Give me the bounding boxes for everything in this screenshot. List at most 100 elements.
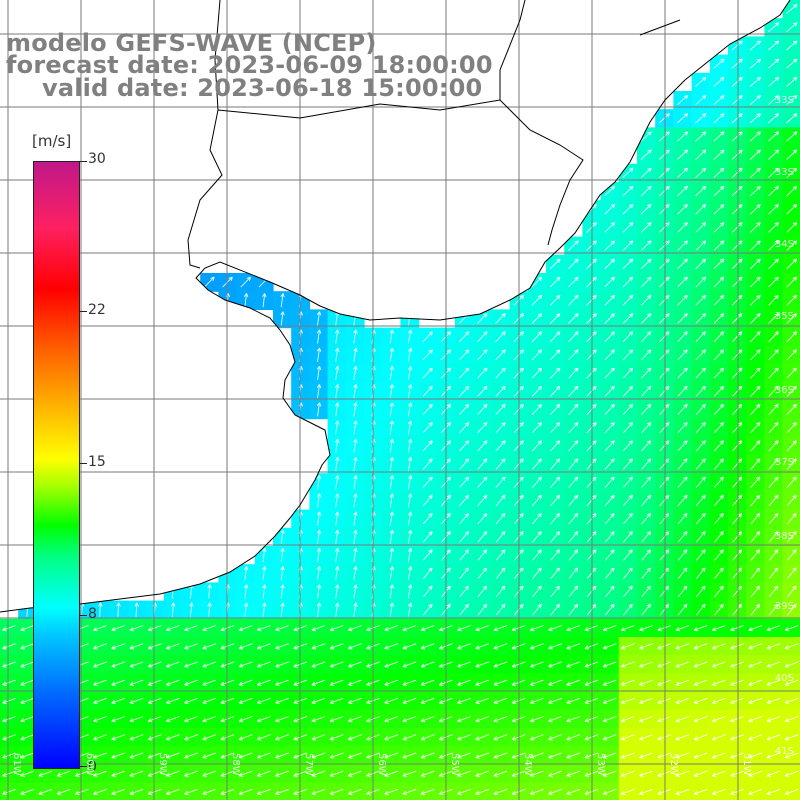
wind-arrow-icon xyxy=(620,643,635,650)
wind-arrow-icon xyxy=(695,549,706,561)
wind-arrow-icon xyxy=(38,788,53,796)
wind-arrow-icon xyxy=(693,788,708,796)
wind-arrow-icon xyxy=(111,661,126,668)
wind-arrow-icon xyxy=(566,697,581,705)
wind-arrow-icon xyxy=(731,367,743,379)
wind-arrow-icon xyxy=(568,458,579,470)
wind-arrow-icon xyxy=(477,531,488,543)
wind-arrow-icon xyxy=(262,602,267,617)
wind-arrow-icon xyxy=(786,349,797,361)
wind-arrow-icon xyxy=(566,679,581,686)
wind-arrow-icon xyxy=(711,734,726,741)
wind-arrow-icon xyxy=(111,643,126,650)
wind-arrow-icon xyxy=(677,203,688,215)
wind-arrow-icon xyxy=(676,131,689,142)
wind-arrow-icon xyxy=(422,567,433,579)
wind-arrow-icon xyxy=(384,625,399,632)
wind-arrow-icon xyxy=(784,734,799,741)
wind-arrow-icon xyxy=(641,531,652,543)
wind-arrow-icon xyxy=(549,331,561,343)
wind-arrow-icon xyxy=(243,602,249,617)
wind-arrow-icon xyxy=(567,240,579,251)
wind-arrow-icon xyxy=(335,420,340,435)
forecast-date: forecast date: 2023-06-09 18:00:00 xyxy=(6,51,493,79)
wind-arrow-icon xyxy=(677,403,688,416)
border-line xyxy=(499,0,526,100)
wind-arrow-icon xyxy=(568,585,579,598)
wind-arrow-icon xyxy=(786,185,798,197)
wind-arrow-icon xyxy=(329,679,344,686)
wind-arrow-icon xyxy=(730,752,744,759)
wind-direction-arrows xyxy=(2,4,799,796)
wind-arrow-icon xyxy=(316,384,322,399)
wind-arrow-icon xyxy=(604,458,615,470)
wind-arrow-icon xyxy=(495,549,506,561)
wind-arrow-icon xyxy=(731,203,743,215)
wind-arrow-icon xyxy=(695,531,706,543)
wind-arrow-icon xyxy=(477,476,488,488)
lon-label: 61W xyxy=(11,753,22,776)
wind-arrow-icon xyxy=(604,494,615,507)
wind-arrow-icon xyxy=(184,679,198,686)
wind-arrow-icon xyxy=(768,585,779,598)
wind-arrow-icon xyxy=(495,349,506,361)
wind-arrow-icon xyxy=(786,240,798,251)
wind-arrow-icon xyxy=(147,661,162,668)
wind-arrow-icon xyxy=(566,752,581,759)
wind-arrow-icon xyxy=(730,770,744,777)
wind-arrow-icon xyxy=(111,625,126,632)
wind-arrow-icon xyxy=(730,788,744,796)
wind-arrow-icon xyxy=(622,385,634,397)
wind-arrow-icon xyxy=(750,531,761,543)
wind-arrow-icon xyxy=(477,585,488,598)
wind-arrow-icon xyxy=(568,512,579,525)
wind-arrow-icon xyxy=(768,331,779,343)
wind-arrow-icon xyxy=(347,770,362,777)
wind-arrow-icon xyxy=(184,716,198,723)
wind-arrow-icon xyxy=(531,440,543,452)
wind-arrow-icon xyxy=(713,240,725,251)
wind-arrow-icon xyxy=(731,58,743,69)
wind-arrow-icon xyxy=(731,131,743,142)
wind-arrow-icon xyxy=(459,422,470,434)
wind-arrow-icon xyxy=(532,567,542,579)
wind-arrow-icon xyxy=(20,716,35,723)
wind-arrow-icon xyxy=(768,185,780,197)
wind-arrow-icon xyxy=(730,661,744,668)
wind-arrow-icon xyxy=(329,661,344,668)
wind-arrow-icon xyxy=(147,788,162,796)
wind-arrow-icon xyxy=(659,440,670,452)
wind-arrow-icon xyxy=(641,549,652,561)
wind-arrow-icon xyxy=(766,770,781,777)
wind-arrow-icon xyxy=(677,585,688,598)
wind-arrow-icon xyxy=(657,716,672,723)
wind-arrow-icon xyxy=(184,661,198,668)
wind-arrow-icon xyxy=(353,493,358,508)
wind-arrow-icon xyxy=(639,625,653,632)
wind-arrow-icon xyxy=(677,385,688,397)
wind-arrow-icon xyxy=(165,716,180,723)
wind-arrow-icon xyxy=(459,440,470,452)
wind-arrow-icon xyxy=(749,113,761,124)
wind-arrow-icon xyxy=(243,584,249,599)
wind-arrow-icon xyxy=(695,585,706,598)
wind-arrow-icon xyxy=(353,438,358,453)
wind-arrow-icon xyxy=(532,603,542,616)
wind-arrow-icon xyxy=(2,788,16,796)
colorbar-label-22: 22 xyxy=(88,302,106,318)
wind-arrow-icon xyxy=(566,716,581,723)
wind-arrow-icon xyxy=(766,697,781,705)
wind-arrow-icon xyxy=(748,788,763,796)
wind-arrow-icon xyxy=(550,476,561,488)
wind-arrow-icon xyxy=(639,734,653,741)
wind-arrow-icon xyxy=(568,603,579,616)
wind-arrow-icon xyxy=(566,770,581,777)
wind-arrow-icon xyxy=(620,697,635,705)
wind-arrow-icon xyxy=(731,149,743,160)
lat-label: 36S xyxy=(774,385,794,396)
wind-arrow-icon xyxy=(402,625,417,632)
wind-arrow-icon xyxy=(641,385,652,397)
lon-label: 58W xyxy=(230,753,241,776)
wind-arrow-icon xyxy=(402,679,417,686)
